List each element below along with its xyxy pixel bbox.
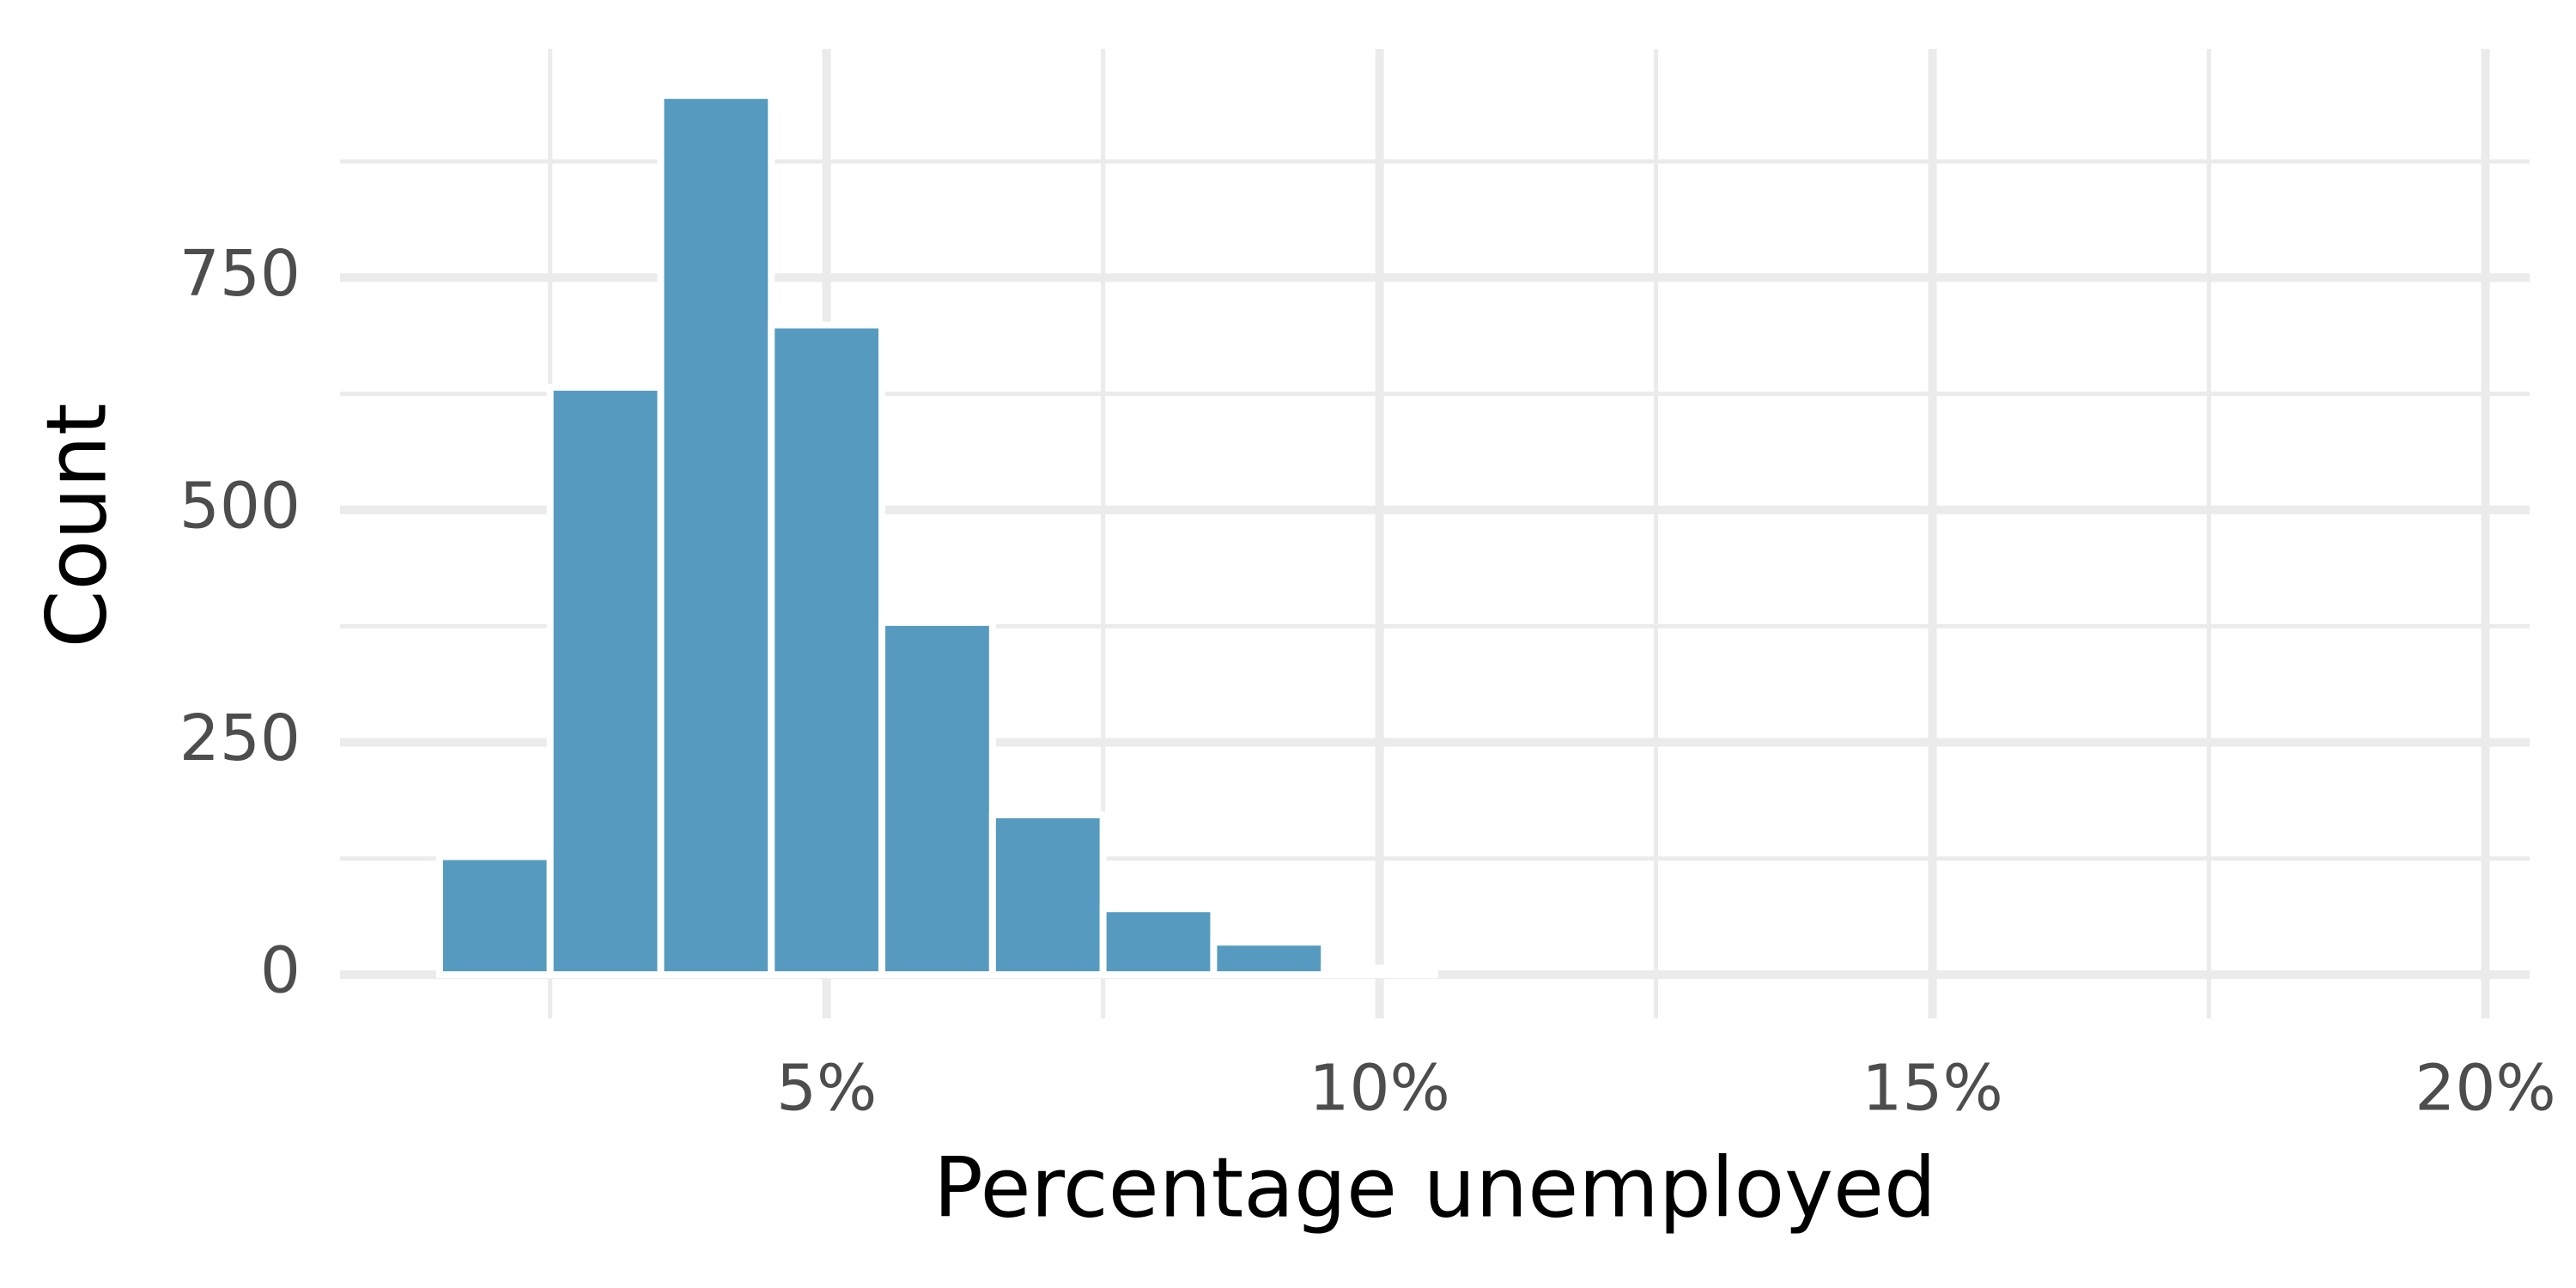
- bar: [657, 92, 775, 979]
- y-tick-label: 0: [260, 934, 301, 1008]
- bar: [1210, 939, 1328, 979]
- bar: [546, 384, 665, 979]
- x-axis-title: Percentage unemployed: [933, 1139, 1936, 1236]
- y-tick-label: 500: [179, 469, 301, 543]
- bar: [988, 811, 1107, 979]
- x-tick-label: 20%: [2415, 1052, 2555, 1126]
- y-axis-title: Count: [28, 403, 125, 647]
- x-tick-label: 10%: [1309, 1052, 1449, 1126]
- x-tick-label: 5%: [776, 1052, 877, 1126]
- bar: [878, 618, 996, 979]
- bars: [435, 92, 1439, 979]
- y-tick-label: 750: [179, 237, 301, 311]
- y-tick-label: 250: [179, 702, 301, 775]
- bar: [768, 321, 886, 979]
- bar: [1321, 964, 1439, 979]
- bar: [435, 853, 554, 979]
- bar: [1099, 905, 1218, 979]
- x-tick-label: 15%: [1862, 1052, 2002, 1126]
